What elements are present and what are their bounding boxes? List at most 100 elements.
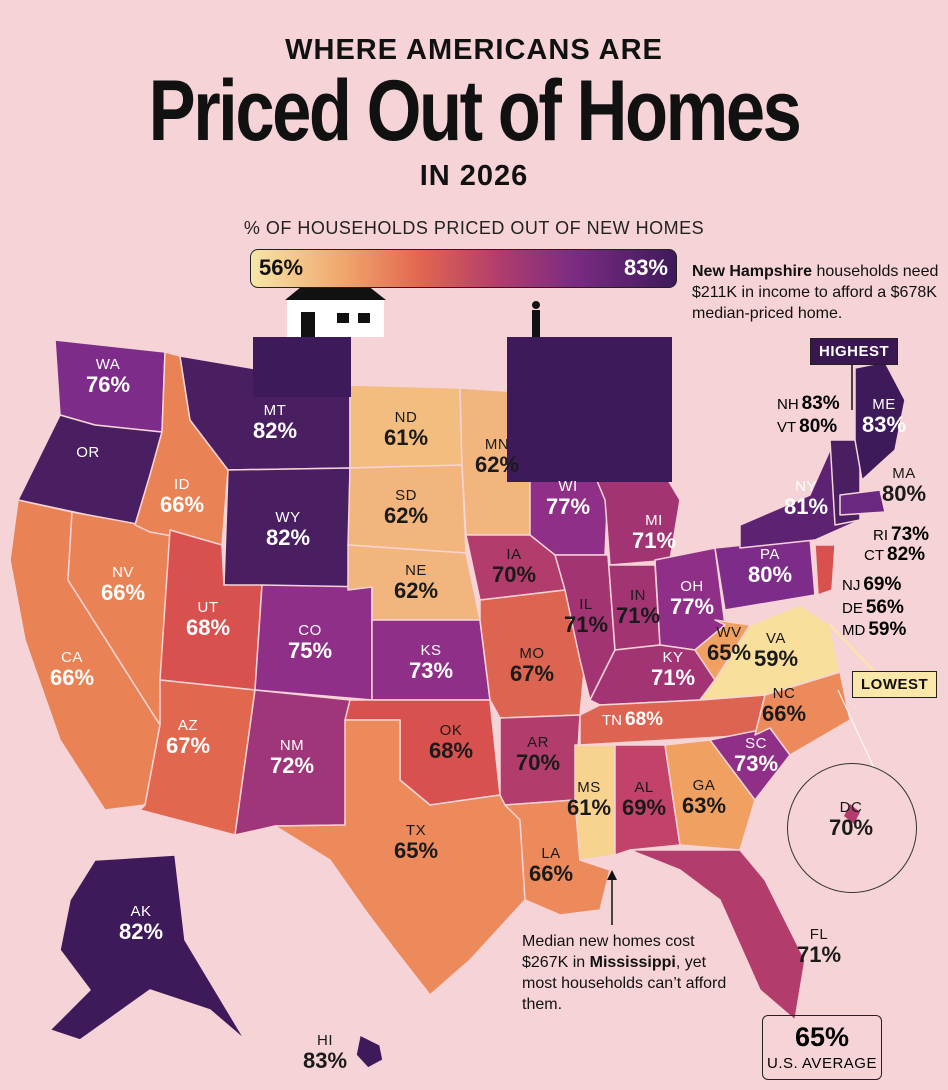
legend-min-label: 56% [259, 255, 304, 280]
state-abbr: NM [279, 737, 305, 754]
state-label-nm: NM 72% [270, 738, 314, 777]
state-abbr: OH [680, 578, 704, 595]
state-abbr: MA [892, 465, 916, 482]
state-percent: 83% [801, 393, 840, 414]
state-label-wy: WY 82% [266, 510, 310, 549]
state-percent: 70% [515, 750, 561, 775]
state-GA [664, 739, 756, 851]
state-percent: 77% [545, 494, 591, 519]
state-MA [839, 489, 886, 516]
state-abbr: ID [173, 476, 190, 493]
state-percent: 71% [650, 665, 696, 690]
state-label-vt: VT 80% [777, 417, 837, 436]
state-abbr: DE [842, 600, 863, 617]
state-label-ri: RI 73% [873, 525, 929, 544]
state-abbr: NH [777, 396, 799, 413]
state-percent: 80% [747, 562, 793, 587]
state-percent: 66% [159, 492, 205, 517]
legend-title: % OF HOUSEHOLDS PRICED OUT OF NEW HOMES [243, 218, 705, 238]
state-abbr: DC [839, 799, 863, 816]
state-percent: 66% [761, 701, 807, 726]
state-label-ma: MA 80% [882, 466, 926, 505]
state-abbr: WV [716, 624, 742, 641]
dc-inset [787, 763, 917, 893]
state-percent: 71% [615, 603, 661, 628]
state-percent: 72% [269, 753, 315, 778]
state-abbr: MT [263, 402, 287, 419]
state-abbr: OR [76, 444, 100, 461]
state-label-ca: CA 66% [50, 650, 94, 689]
state-VA [699, 604, 841, 701]
state-AL [614, 744, 681, 856]
state-label-nd: ND 61% [384, 410, 428, 449]
state-percent: 73% [891, 524, 930, 545]
state-label-ky: KY 71% [651, 650, 695, 689]
plateau-right [507, 337, 672, 482]
state-abbr: MS [577, 779, 601, 796]
dc-shape [844, 804, 860, 824]
state-abbr: FL [809, 926, 829, 943]
state-abbr: CA [61, 649, 83, 666]
state-label-or: OR [76, 445, 100, 462]
state-percent: 61% [383, 425, 429, 450]
state-TX [274, 719, 526, 996]
state-percent: 59% [753, 646, 799, 671]
state-label-fl: FL 71% [797, 927, 841, 966]
nh-annotation: New Hampshire households need $211K in i… [692, 263, 939, 322]
state-percent: 80% [881, 481, 927, 506]
legend-gradient-bar: 56% 83% [250, 249, 677, 288]
us-average-box: 65% U.S. AVERAGE [762, 1015, 882, 1080]
state-abbr: MO [519, 645, 545, 662]
state-label-ut: UT 68% [186, 600, 230, 639]
state-percent: 71% [631, 528, 677, 553]
state-abbr: IA [506, 546, 522, 563]
state-abbr: RI [873, 527, 888, 544]
title-year: IN 2026 [419, 160, 529, 192]
state-label-oh: OH 77% [670, 579, 714, 618]
state-percent: 75% [287, 638, 333, 663]
state-abbr: ME [872, 396, 896, 413]
state-abbr: AK [130, 903, 152, 920]
state-label-la: LA 66% [529, 846, 573, 885]
state-percent: 62% [474, 452, 520, 477]
state-label-nj: NJ 69% [842, 575, 901, 594]
state-label-ak: AK 82% [119, 904, 163, 943]
state-abbr: MN [484, 436, 510, 453]
state-label-md: MD 59% [842, 620, 906, 639]
state-label-dc: DC 70% [829, 800, 873, 839]
state-abbr: PA [760, 546, 780, 563]
state-label-ar: AR 70% [516, 735, 560, 774]
state-percent: 82% [265, 525, 311, 550]
state-AK [49, 854, 246, 1041]
state-percent: 82% [252, 418, 298, 443]
state-abbr: HI [316, 1032, 333, 1049]
us-average-label: U.S. AVERAGE [767, 1055, 877, 1072]
state-abbr: KS [420, 642, 442, 659]
state-percent: 82% [887, 544, 926, 565]
state-abbr: VT [777, 419, 797, 436]
state-label-ms: MS 61% [567, 780, 611, 819]
state-label-wa: WA 76% [86, 357, 130, 396]
state-percent: 59% [868, 619, 907, 640]
state-label-hi: HI 83% [303, 1033, 347, 1072]
state-label-mi: MI 71% [632, 513, 676, 552]
state-percent: 73% [408, 658, 454, 683]
state-percent: 66% [100, 580, 146, 605]
state-percent: 69% [863, 574, 902, 595]
state-label-ct: CT 82% [864, 545, 925, 564]
state-percent: 67% [509, 661, 555, 686]
state-abbr: WY [275, 509, 301, 526]
state-NJ [814, 544, 836, 596]
state-abbr: GA [692, 777, 716, 794]
plateau-left [253, 337, 351, 397]
state-label-tx: TX 65% [394, 823, 438, 862]
state-percent: 68% [428, 738, 474, 763]
state-label-az: AZ 67% [166, 718, 210, 757]
state-label-nh: NH 83% [777, 394, 840, 413]
state-FL [629, 849, 806, 1021]
state-percent: 83% [861, 412, 907, 437]
ms-annotation: Median new homes cost $267K in Mississip… [522, 933, 727, 1013]
state-percent: 73% [733, 751, 779, 776]
state-label-nc: NC 66% [762, 686, 806, 725]
